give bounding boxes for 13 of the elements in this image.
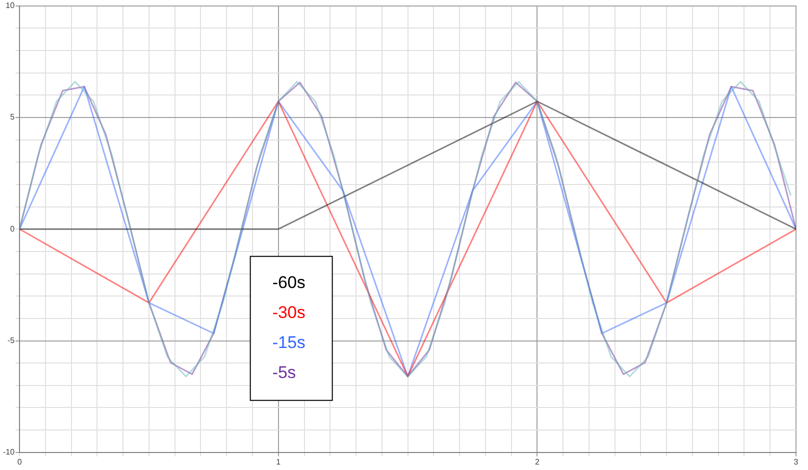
y-tick-label: 10 [6, 1, 16, 10]
y-tick-label: 0 [10, 224, 16, 234]
x-tick-label: 3 [794, 457, 799, 466]
y-tick-label: -5 [7, 336, 16, 345]
text: -5s [272, 363, 296, 382]
x-tick-label: 1 [276, 457, 282, 466]
x-tick-label: 0 [17, 457, 22, 466]
text: -30s [272, 303, 306, 322]
y-tick-label: 5 [10, 112, 16, 122]
y-tick-label: -10 [3, 448, 16, 457]
text: -15s [272, 333, 306, 352]
text: -60s [272, 273, 306, 292]
x-tick-label: 2 [534, 457, 540, 466]
